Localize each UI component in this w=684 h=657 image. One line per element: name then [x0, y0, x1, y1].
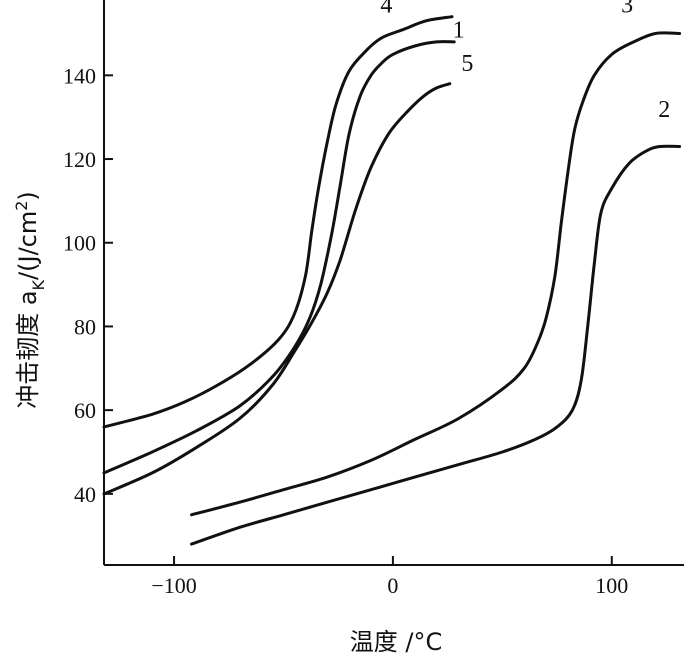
axes: 40 60 80 100 120 140 −100 0 100 — [63, 0, 684, 598]
y-tick-label: 80 — [74, 314, 96, 339]
series-label-1: 1 — [453, 18, 465, 44]
y-tick-label: 40 — [74, 482, 96, 507]
y-axis-title-main: 冲击韧度 a — [14, 290, 42, 408]
y-tick-label: 100 — [63, 231, 96, 256]
y-axis-title-sup: 2 — [12, 201, 31, 211]
y-tick-label: 140 — [63, 63, 96, 88]
y-axis-title-close: ) — [14, 191, 42, 200]
series-line-4 — [102, 15, 454, 429]
x-axis-title: 温度 /°C — [350, 628, 442, 656]
x-tick-label: −100 — [151, 573, 196, 598]
y-axis-title-unit: /(J/cm — [14, 211, 42, 280]
y-axis-title: 冲击韧度 aK/(J/cm2) — [12, 191, 48, 409]
series-label-4: 4 — [380, 0, 392, 19]
y-axis-title-sub: K — [29, 279, 48, 290]
series-line-3 — [190, 31, 682, 517]
series-line-1 — [102, 40, 456, 475]
series-label-5: 5 — [461, 51, 473, 77]
x-tick-label: 0 — [387, 573, 398, 598]
series-line-5 — [102, 82, 452, 496]
curve-labels: 1 2 3 4 5 — [380, 0, 670, 123]
y-tick-label: 120 — [63, 147, 96, 172]
series-label-2: 2 — [658, 97, 670, 123]
y-tick-label: 60 — [74, 398, 96, 423]
series-line-2 — [190, 144, 682, 546]
series-group — [102, 15, 682, 546]
series-label-3: 3 — [621, 0, 633, 19]
x-tick-label: 100 — [595, 573, 628, 598]
